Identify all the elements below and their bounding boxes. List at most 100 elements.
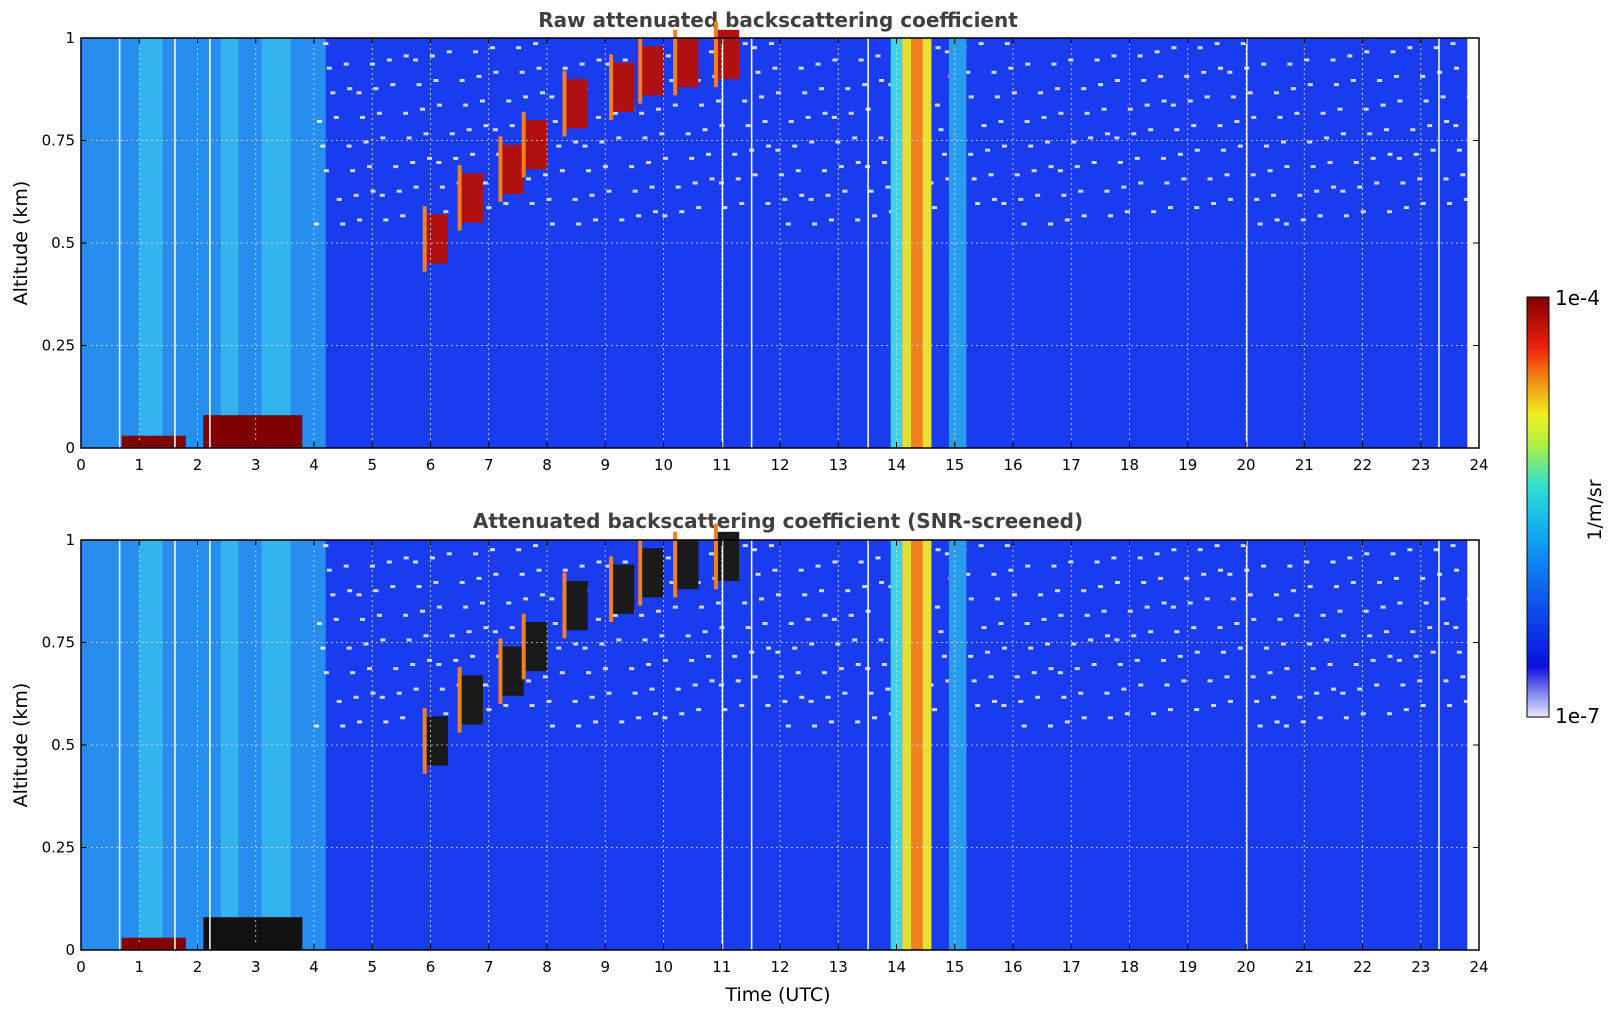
heatmap-noise (1088, 638, 1094, 642)
heatmap-noise (1041, 115, 1047, 119)
heatmap-surface-layer (121, 937, 186, 950)
heatmap-noise (1051, 62, 1057, 66)
heatmap-noise (1041, 617, 1047, 621)
heatmap-noise (1160, 658, 1166, 662)
heatmap-noise (642, 638, 648, 642)
x-tick-label: 18 (1120, 958, 1139, 976)
heatmap-layer-patch (640, 548, 664, 598)
heatmap-noise (406, 136, 412, 140)
heatmap-noise (383, 218, 389, 222)
heatmap-noise (429, 556, 435, 560)
heatmap-noise (965, 70, 971, 74)
heatmap-noise (1057, 671, 1063, 675)
heatmap-noise (336, 197, 342, 201)
heatmap-layer-patch (715, 531, 740, 581)
heatmap-noise (646, 663, 652, 666)
heatmap-noise (400, 716, 406, 720)
heatmap-noise (808, 699, 814, 703)
heatmap-noise (1101, 609, 1107, 613)
heatmap-noise (562, 66, 568, 70)
heatmap-noise (1107, 716, 1113, 720)
heatmap-noise (1028, 646, 1034, 650)
heatmap-noise (1347, 54, 1353, 58)
heatmap-noise (679, 210, 685, 214)
heatmap-noise (752, 173, 758, 177)
heatmap-noise (360, 617, 366, 621)
heatmap-noise (489, 46, 495, 50)
heatmap-noise (981, 626, 987, 630)
heatmap-noise (1025, 564, 1031, 568)
heatmap-noise (330, 91, 336, 95)
heatmap-layer-patch (564, 581, 588, 631)
heatmap-noise (1413, 654, 1419, 658)
heatmap-noise (1160, 156, 1166, 160)
heatmap-noise (1141, 79, 1147, 82)
heatmap-noise (1197, 548, 1203, 552)
heatmap-noise (436, 605, 442, 609)
heatmap-noise (1121, 687, 1127, 691)
heatmap-noise (1280, 140, 1286, 144)
heatmap-noise (875, 556, 881, 560)
heatmap-noise (722, 708, 728, 712)
heatmap-noise (858, 58, 864, 62)
heatmap-noise (480, 601, 486, 605)
heatmap-noise (1393, 576, 1399, 580)
x-tick-label: 3 (251, 958, 261, 976)
heatmap-noise (1008, 66, 1014, 70)
heatmap-noise (759, 597, 765, 601)
x-tick-label: 24 (1469, 456, 1488, 474)
heatmap-noise (1420, 576, 1426, 580)
heatmap-noise (991, 70, 997, 74)
heatmap-noise (1453, 124, 1459, 128)
heatmap-noise (599, 642, 605, 646)
heatmap-noise (975, 704, 981, 707)
heatmap-noise (875, 54, 881, 58)
x-tick-label: 19 (1178, 958, 1197, 976)
x-tick-label: 5 (367, 958, 377, 976)
heatmap-noise (1340, 132, 1346, 136)
heatmap-noise (1397, 99, 1403, 103)
heatmap-noise (433, 79, 439, 82)
heatmap-noise (821, 671, 827, 675)
x-tick-label: 9 (600, 958, 610, 976)
heatmap-noise (653, 210, 659, 214)
heatmap-noise (1337, 609, 1343, 613)
heatmap-noise (978, 544, 984, 548)
heatmap-noise (357, 720, 363, 724)
colorbar-gradient (1526, 296, 1550, 718)
x-tick-label: 4 (309, 958, 319, 976)
heatmap-noise (1177, 654, 1183, 658)
heatmap-noise (403, 556, 409, 560)
heatmap-noise (885, 185, 891, 189)
heatmap-noise (1307, 140, 1313, 144)
heatmap-noise (1397, 601, 1403, 605)
heatmap-noise (642, 136, 648, 140)
heatmap-noise (838, 667, 844, 671)
heatmap-noise (1138, 683, 1144, 687)
heatmap-noise (1021, 724, 1027, 728)
heatmap-noise (1284, 165, 1290, 169)
heatmap-noise (379, 695, 385, 699)
heatmap-noise (1283, 724, 1289, 728)
heatmap-layer-patch (611, 564, 635, 614)
y-tick-label: 0 (65, 941, 75, 959)
heatmap-noise (809, 642, 815, 646)
heatmap-noise (722, 206, 728, 210)
heatmap-noise (998, 120, 1004, 123)
heatmap-noise (1307, 585, 1313, 589)
heatmap-noise (782, 197, 788, 201)
heatmap-noise (795, 671, 801, 675)
heatmap-noise (1158, 74, 1164, 78)
heatmap-noise (509, 124, 515, 128)
heatmap-noise (466, 630, 472, 634)
heatmap-noise (346, 144, 352, 148)
heatmap-noise (838, 165, 844, 169)
heatmap-noise (576, 222, 582, 226)
x-tick-label: 1 (134, 456, 144, 474)
heatmap-noise (470, 152, 476, 156)
heatmap-noise (400, 214, 406, 218)
heatmap-noise (1240, 42, 1246, 46)
heatmap-noise (665, 556, 671, 560)
heatmap-noise (1018, 197, 1024, 201)
heatmap-noise (742, 42, 748, 46)
